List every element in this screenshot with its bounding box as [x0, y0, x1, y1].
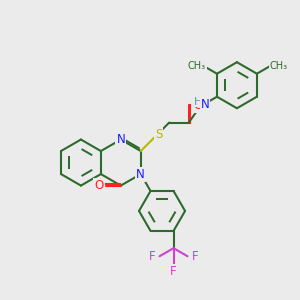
Text: N: N	[116, 133, 125, 146]
Text: N: N	[201, 98, 209, 111]
Text: F: F	[192, 250, 198, 263]
Text: N: N	[136, 168, 145, 181]
Text: O: O	[94, 179, 103, 192]
Text: CH₃: CH₃	[188, 61, 206, 71]
Text: CH₃: CH₃	[269, 61, 287, 71]
Text: S: S	[155, 128, 162, 141]
Text: H: H	[194, 97, 202, 106]
Text: F: F	[170, 265, 177, 278]
Text: F: F	[149, 250, 155, 263]
Text: O: O	[194, 99, 202, 112]
